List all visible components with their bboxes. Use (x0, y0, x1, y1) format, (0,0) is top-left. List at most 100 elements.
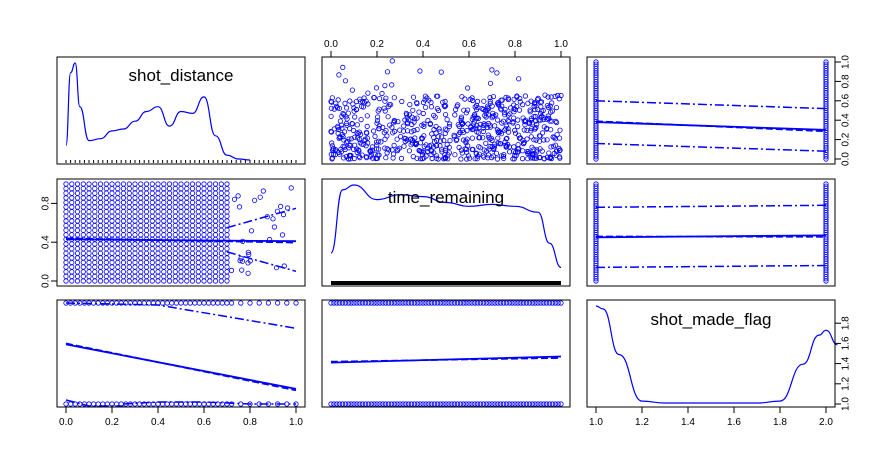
point (218, 232, 224, 238)
point (531, 155, 537, 161)
point (459, 150, 465, 156)
point (473, 125, 479, 131)
point (549, 100, 555, 106)
flag-vs-distance-smooth (65, 342, 297, 392)
point (224, 204, 230, 210)
point (184, 186, 190, 192)
point (218, 259, 224, 266)
point (359, 300, 366, 306)
point (166, 213, 173, 219)
point (166, 186, 173, 192)
point (166, 246, 173, 252)
point (550, 134, 556, 140)
point (74, 232, 81, 238)
point (97, 259, 104, 266)
point (178, 227, 184, 233)
point (69, 269, 75, 275)
point (466, 401, 472, 407)
point (149, 241, 155, 247)
point (460, 137, 467, 143)
point (460, 300, 466, 306)
point (548, 94, 554, 100)
point (503, 126, 509, 132)
point (351, 108, 357, 114)
point (178, 218, 184, 224)
point (207, 255, 213, 261)
point (189, 186, 196, 192)
point (126, 195, 132, 201)
point (443, 300, 449, 306)
point (482, 113, 488, 119)
point (149, 181, 155, 187)
point (138, 278, 144, 284)
point (362, 136, 368, 142)
point (126, 199, 132, 206)
point (329, 140, 335, 146)
point (201, 300, 207, 306)
point (345, 156, 352, 162)
point (103, 255, 109, 261)
point (132, 181, 138, 187)
point (522, 93, 529, 99)
point (351, 300, 357, 306)
point (63, 264, 69, 270)
point (528, 128, 534, 134)
point (210, 300, 216, 306)
point (486, 300, 492, 306)
point (68, 401, 74, 407)
point (488, 135, 494, 141)
point (421, 155, 427, 161)
point (552, 401, 558, 407)
point (74, 227, 81, 233)
point (97, 186, 104, 192)
point (506, 401, 512, 407)
point (473, 115, 479, 121)
point (465, 143, 471, 149)
point (520, 300, 527, 306)
point (212, 232, 219, 238)
rug-band-time-remaining (331, 281, 561, 285)
point (442, 112, 449, 118)
point (92, 213, 98, 219)
point (332, 148, 338, 154)
point (514, 93, 520, 99)
point (456, 144, 462, 151)
point (189, 195, 196, 201)
point (408, 401, 415, 407)
point (388, 401, 394, 407)
point (557, 127, 563, 133)
point (494, 100, 501, 106)
point (161, 209, 167, 215)
point (483, 148, 490, 154)
point (349, 121, 355, 127)
point (391, 300, 397, 306)
point (369, 144, 375, 150)
point (161, 232, 167, 238)
point (444, 127, 450, 133)
point (553, 152, 559, 158)
point (555, 92, 561, 99)
point (380, 300, 386, 306)
point (161, 186, 167, 192)
point (437, 401, 443, 407)
point (476, 135, 482, 141)
point (97, 241, 104, 247)
point (500, 300, 507, 306)
point (541, 300, 547, 306)
point (442, 147, 448, 154)
point (503, 136, 509, 142)
point (428, 300, 435, 306)
point (503, 401, 509, 407)
point (86, 190, 92, 196)
point (63, 190, 69, 196)
point (189, 190, 196, 196)
point (132, 278, 138, 284)
point (348, 300, 354, 306)
point (109, 241, 115, 247)
point (265, 300, 271, 306)
point (376, 96, 383, 102)
point (420, 300, 426, 306)
point (365, 90, 371, 96)
point (336, 72, 342, 78)
panel-frame-2-1 (321, 299, 571, 408)
